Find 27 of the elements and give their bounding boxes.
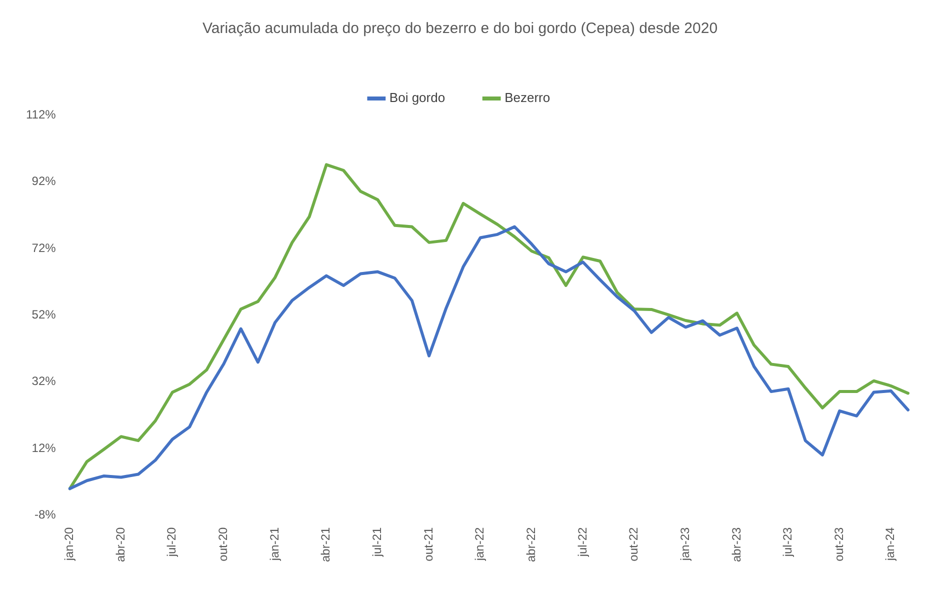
x-tick-label: jul-20 — [164, 526, 179, 558]
y-tick-label: 32% — [32, 374, 56, 388]
y-tick-label: 52% — [32, 307, 56, 322]
x-tick-label: jan-21 — [267, 526, 282, 562]
x-tick-label: jan-24 — [883, 526, 898, 562]
x-tick-label: out-20 — [216, 526, 230, 562]
x-tick-label: jul-23 — [780, 526, 795, 558]
x-tick-label: out-22 — [626, 526, 641, 562]
x-tick-label: jan-20 — [62, 526, 76, 562]
x-tick-label: abr-23 — [729, 526, 744, 562]
y-tick-label: 112% — [26, 107, 56, 122]
y-tick-label: 72% — [32, 240, 56, 255]
x-tick-label: out-21 — [421, 526, 436, 562]
x-tick-label: abr-20 — [113, 526, 128, 562]
x-tick-label: jan-23 — [678, 526, 692, 562]
legend-label: Bezerro — [504, 90, 550, 106]
y-tick-label: 12% — [32, 440, 56, 455]
x-tick-label: jul-21 — [370, 526, 384, 558]
chart-title: Variação acumulada do preço do bezerro e do boi gordo (Cepea) desde 2020 — [202, 20, 718, 38]
legend-label: Boi gordo — [389, 90, 446, 106]
x-tick-label: abr-21 — [318, 526, 333, 562]
x-tick-label: abr-22 — [524, 526, 538, 562]
y-tick-label: 92% — [32, 174, 56, 188]
x-tick-label: jan-22 — [472, 526, 487, 562]
x-tick-label: jul-22 — [575, 526, 590, 558]
x-tick-label: out-23 — [832, 526, 846, 562]
y-tick-label: -8% — [34, 508, 56, 522]
